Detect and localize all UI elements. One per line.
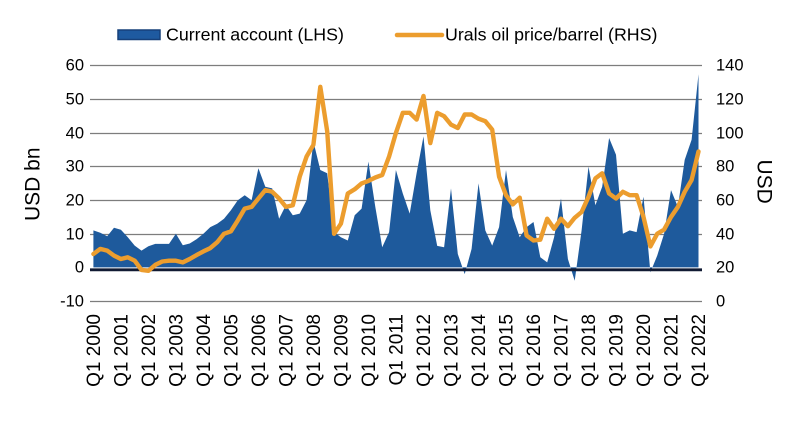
svg-text:Q1 2021: Q1 2021	[662, 314, 683, 387]
svg-text:Q1 2007: Q1 2007	[277, 314, 298, 387]
svg-text:60: 60	[66, 56, 84, 74]
svg-text:40: 40	[716, 225, 734, 243]
svg-text:20: 20	[716, 258, 734, 276]
svg-text:Q1 2000: Q1 2000	[84, 314, 105, 387]
svg-text:Q1 2002: Q1 2002	[139, 314, 160, 387]
svg-text:Q1 2014: Q1 2014	[469, 314, 490, 387]
svg-text:Urals oil price/barrel (RHS): Urals oil price/barrel (RHS)	[445, 25, 657, 45]
svg-text:Q1 2020: Q1 2020	[634, 314, 655, 387]
svg-text:30: 30	[66, 157, 84, 175]
svg-text:140: 140	[716, 56, 744, 74]
svg-text:-10: -10	[60, 292, 84, 310]
svg-text:60: 60	[716, 191, 734, 209]
svg-text:Q1 2013: Q1 2013	[442, 314, 463, 387]
svg-text:Q1 2022: Q1 2022	[689, 314, 710, 387]
svg-text:120: 120	[716, 90, 744, 108]
svg-text:100: 100	[716, 124, 744, 142]
svg-text:Q1 2019: Q1 2019	[607, 314, 628, 387]
svg-text:USD: USD	[753, 160, 776, 204]
svg-text:Q1 2016: Q1 2016	[524, 314, 545, 387]
svg-text:Current account (LHS): Current account (LHS)	[166, 25, 344, 45]
svg-text:Q1 2008: Q1 2008	[304, 314, 325, 387]
svg-text:Q1 2012: Q1 2012	[414, 314, 435, 387]
svg-text:Q1 2009: Q1 2009	[332, 314, 353, 387]
svg-text:Q1 2004: Q1 2004	[194, 314, 215, 387]
svg-text:Q1 2017: Q1 2017	[552, 314, 573, 387]
svg-text:0: 0	[716, 292, 725, 310]
svg-text:40: 40	[66, 124, 84, 142]
svg-text:80: 80	[716, 157, 734, 175]
svg-text:Q1 2018: Q1 2018	[579, 314, 600, 387]
svg-text:Q1 2006: Q1 2006	[249, 314, 270, 387]
svg-text:Q1 2011: Q1 2011	[387, 314, 408, 385]
svg-text:Q1 2001: Q1 2001	[112, 314, 133, 387]
svg-text:Q1 2015: Q1 2015	[497, 314, 518, 387]
svg-text:Q1 2003: Q1 2003	[167, 314, 188, 387]
svg-text:20: 20	[66, 191, 84, 209]
svg-text:50: 50	[66, 90, 84, 108]
svg-text:0: 0	[75, 258, 84, 276]
svg-text:10: 10	[66, 225, 84, 243]
svg-text:Q1 2005: Q1 2005	[222, 314, 243, 387]
svg-text:USD bn: USD bn	[22, 147, 45, 221]
svg-text:Q1 2010: Q1 2010	[359, 314, 380, 387]
